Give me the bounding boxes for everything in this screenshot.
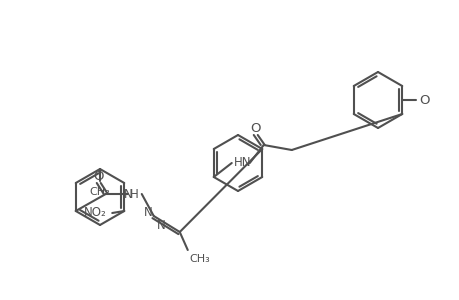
Text: NO₂: NO₂ [84,206,106,220]
Text: N: N [144,206,152,218]
Text: HN: HN [233,157,251,169]
Text: H: H [129,188,138,200]
Text: N: N [157,220,165,232]
Text: O: O [418,94,429,106]
Text: N: N [123,188,132,200]
Text: CH₃: CH₃ [90,187,110,197]
Text: O: O [93,169,104,182]
Text: CH₃: CH₃ [190,254,210,264]
Text: O: O [250,122,260,134]
